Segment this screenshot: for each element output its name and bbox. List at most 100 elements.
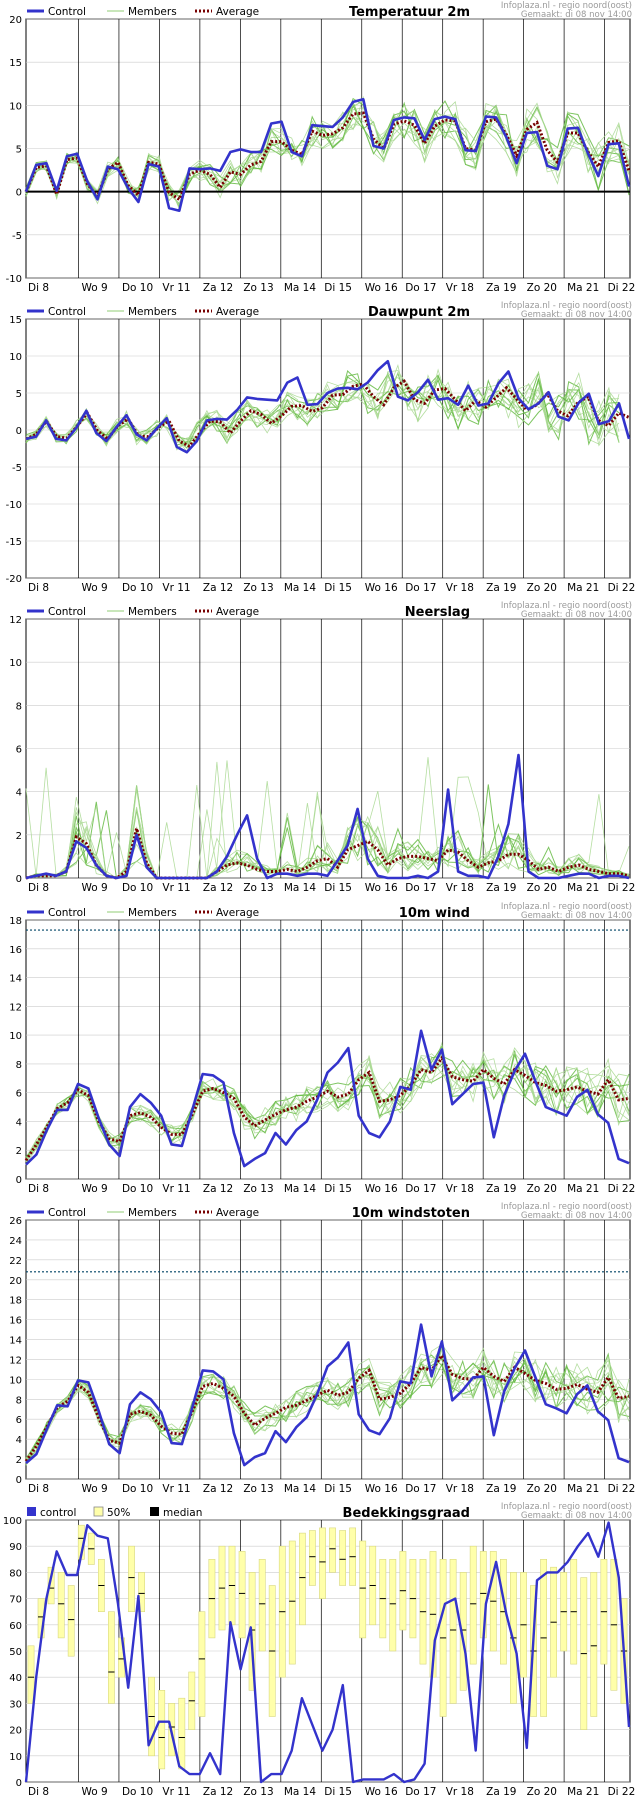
x-tick-label: Wo 16 — [365, 282, 398, 294]
x-tick-label: Zo 20 — [527, 282, 557, 294]
source-line-1: Infoplaza.nl - regio noord(oost) — [501, 601, 632, 611]
y-tick-label: -5 — [12, 463, 22, 474]
source-line-2: Gemaakt: di 08 nov 14:00 — [521, 310, 632, 320]
legend-average-label: Average — [216, 907, 259, 919]
y-tick-label: 90 — [9, 1542, 22, 1553]
chart-title: Dauwpunt 2m — [368, 305, 470, 320]
x-tick-label: Za 12 — [203, 582, 233, 594]
control-series-line — [25, 1323, 630, 1467]
y-tick-label: 26 — [9, 1216, 22, 1227]
y-tick-label: 2 — [16, 1146, 22, 1157]
x-tick-label: Wo 9 — [81, 282, 107, 294]
y-tick-label: 18 — [9, 1296, 22, 1307]
x-tick-label: Ma 14 — [284, 282, 317, 294]
y-tick-label: 0 — [16, 426, 22, 437]
x-tick-label: Di 15 — [324, 582, 352, 594]
source-line-1: Infoplaza.nl - regio noord(oost) — [501, 1202, 632, 1212]
x-tick-label: Di 15 — [324, 282, 352, 294]
legend-control-swatch — [27, 1507, 36, 1516]
control-series-line — [25, 753, 630, 880]
x-tick-label: Di 22 — [608, 1483, 635, 1495]
control-series-line — [25, 1029, 630, 1168]
legend-members-label: Members — [128, 1207, 177, 1219]
band-bar — [339, 1530, 346, 1586]
band-bar — [469, 1545, 477, 1665]
legend-control-label: control — [40, 1507, 76, 1519]
source-line-2: Gemaakt: di 08 nov 14:00 — [521, 1511, 632, 1521]
x-tick-label: Ma 14 — [284, 1483, 317, 1495]
legend-control-label: Control — [48, 6, 86, 18]
x-tick-label: Zo 20 — [527, 1183, 557, 1195]
x-tick-label: Wo 16 — [365, 1786, 398, 1798]
x-tick-label: Zo 20 — [527, 1483, 557, 1495]
x-tick-label: Do 17 — [405, 882, 436, 894]
cloudcover-chart: control 50% median Bedekkingsgraad Infoplaza… — [3, 1502, 635, 1798]
x-tick-label: Di 8 — [28, 582, 49, 594]
y-tick-label: 6 — [16, 1415, 22, 1426]
band-bar — [359, 1540, 367, 1639]
x-tick-label: Ma 21 — [567, 1786, 599, 1798]
precipitation-chart: Control Members Average Neerslag Infoplaza.n… — [9, 601, 635, 894]
band-bar — [308, 1530, 316, 1586]
x-tick-label: Vr 11 — [162, 1483, 190, 1495]
x-tick-label: Za 12 — [203, 1786, 233, 1798]
x-tick-label: Di 22 — [608, 282, 635, 294]
band-bar — [138, 1572, 145, 1613]
y-tick-label: 16 — [9, 945, 22, 956]
legend-members-label: Members — [128, 606, 177, 618]
legend-control-label: Control — [48, 306, 86, 318]
x-tick-label: Vr 11 — [162, 1183, 190, 1195]
y-tick-label: 10 — [9, 101, 22, 112]
band-bar — [298, 1532, 306, 1626]
y-tick-label: 5 — [16, 145, 22, 156]
x-tick-label: Ma 21 — [567, 1183, 599, 1195]
band-bar — [198, 1611, 206, 1717]
x-tick-label: Do 10 — [122, 1786, 153, 1798]
source-line-2: Gemaakt: di 08 nov 14:00 — [521, 610, 632, 620]
chart-title: Temperatuur 2m — [349, 5, 470, 20]
plot-area — [25, 919, 631, 1180]
wind-panel: Control Members Average 10m wind Infoplaza.n… — [0, 901, 635, 1199]
x-tick-label: Zo 20 — [527, 582, 557, 594]
legend-members-label: Members — [128, 907, 177, 919]
x-tick-label: Wo 16 — [365, 582, 398, 594]
y-tick-label: -20 — [6, 574, 22, 585]
chart-title: Neerslag — [405, 605, 470, 620]
y-tick-label: 18 — [9, 916, 22, 927]
x-tick-label: Di 8 — [28, 1183, 49, 1195]
y-tick-label: 22 — [9, 1256, 22, 1267]
x-tick-label: Di 22 — [608, 882, 635, 894]
band-bar — [57, 1572, 65, 1639]
x-tick-label: Vr 11 — [162, 882, 190, 894]
x-tick-label: Di 22 — [608, 1183, 635, 1195]
x-tick-label: Di 15 — [324, 1483, 352, 1495]
x-tick-label: Za 19 — [486, 1483, 516, 1495]
y-tick-label: 15 — [9, 58, 22, 69]
x-tick-label: Do 17 — [405, 1483, 436, 1495]
x-tick-label: Vr 18 — [446, 282, 474, 294]
y-tick-label: -10 — [6, 274, 22, 285]
x-tick-label: Do 10 — [122, 282, 153, 294]
x-tick-label: Za 12 — [203, 282, 233, 294]
x-tick-label: Zo 13 — [243, 582, 273, 594]
legend-average-label: Average — [216, 1207, 259, 1219]
x-tick-label: Wo 16 — [365, 1483, 398, 1495]
band-bar — [459, 1572, 467, 1691]
x-tick-label: Wo 9 — [81, 1483, 107, 1495]
y-tick-label: 20 — [9, 1726, 22, 1737]
x-tick-label: Do 17 — [405, 1786, 436, 1798]
x-tick-label: Vr 11 — [162, 1786, 190, 1798]
x-tick-label: Di 15 — [324, 882, 352, 894]
gusts-panel: Control Members Average 10m windstoten Infop… — [0, 1201, 635, 1499]
y-tick-label: 2 — [16, 1455, 22, 1466]
temperature-panel: Control Members Average Temperatuur 2m Infop… — [0, 0, 635, 298]
x-tick-label: Di 8 — [28, 1786, 49, 1798]
band-bar — [319, 1527, 326, 1599]
x-tick-label: Do 17 — [405, 282, 436, 294]
control-series-line — [25, 359, 631, 454]
x-tick-label: Di 15 — [324, 1786, 352, 1798]
source-line-2: Gemaakt: di 08 nov 14:00 — [521, 1211, 632, 1221]
y-tick-label: 16 — [9, 1316, 22, 1327]
dewpoint-chart: Control Members Average Dauwpunt 2m Infoplaz… — [6, 301, 635, 594]
x-tick-label: Wo 16 — [365, 1183, 398, 1195]
